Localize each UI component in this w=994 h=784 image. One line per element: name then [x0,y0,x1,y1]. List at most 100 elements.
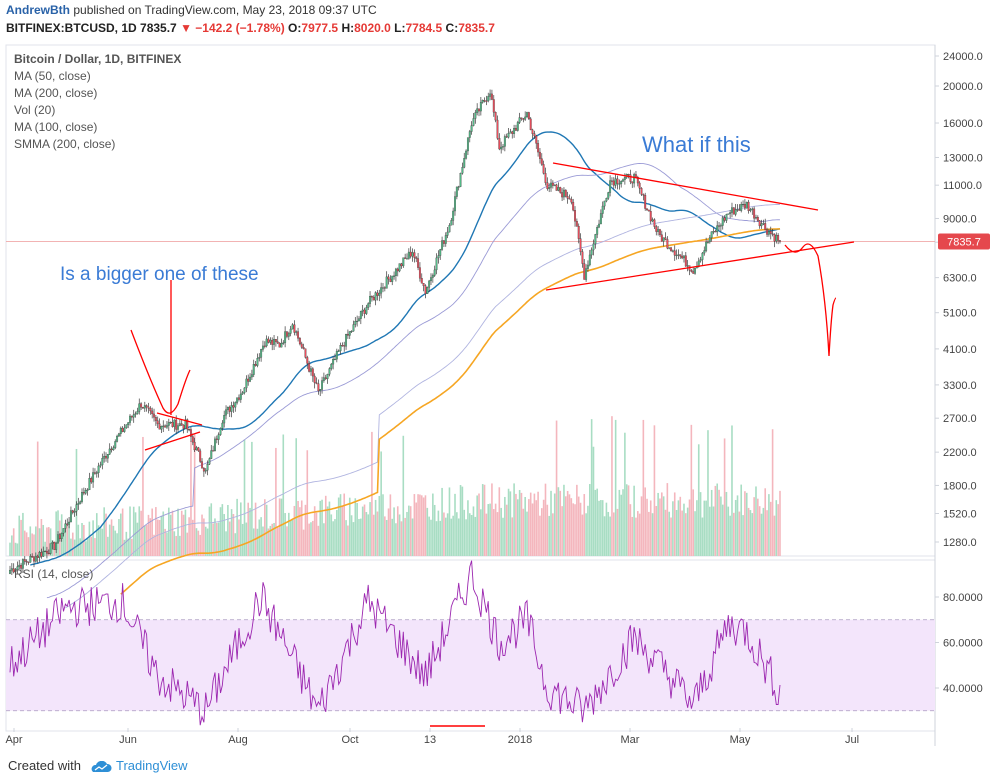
candle[interactable] [507,128,510,139]
candle[interactable] [177,423,179,433]
candle[interactable] [535,134,538,149]
candle[interactable] [201,458,203,469]
candle[interactable] [742,200,745,208]
candle[interactable] [391,275,394,286]
candle[interactable] [734,203,737,217]
candle[interactable] [514,124,517,131]
candle[interactable] [568,194,571,200]
candle[interactable] [675,249,678,260]
candle[interactable] [777,233,780,245]
candle[interactable] [254,361,257,367]
candle[interactable] [598,219,600,229]
candle[interactable] [544,167,547,186]
candle[interactable] [731,202,733,218]
candle[interactable] [21,558,24,574]
candle[interactable] [389,275,392,283]
candle[interactable] [69,506,72,523]
candle[interactable] [561,188,564,201]
candle[interactable] [23,556,26,565]
candle[interactable] [431,273,434,283]
candle[interactable] [718,222,721,230]
candle[interactable] [647,209,650,212]
candle[interactable] [651,217,654,223]
candle[interactable] [12,563,15,574]
candle[interactable] [738,204,741,211]
candle[interactable] [164,424,167,428]
candle[interactable] [214,436,216,452]
candle[interactable] [280,338,283,348]
candle[interactable] [18,560,21,570]
candle[interactable] [300,341,303,349]
candle[interactable] [527,111,530,120]
candle[interactable] [592,239,595,256]
candle[interactable] [631,181,634,188]
candle[interactable] [633,172,636,188]
candle[interactable] [210,444,213,460]
candle[interactable] [771,228,774,237]
candle[interactable] [184,415,187,429]
candle[interactable] [178,419,181,427]
candle[interactable] [461,162,464,175]
candle[interactable] [130,415,133,421]
candle[interactable] [468,129,471,143]
candle[interactable] [751,207,754,215]
candle[interactable] [712,227,715,235]
candle[interactable] [398,263,401,273]
candle[interactable] [677,249,680,260]
candle[interactable] [699,256,702,263]
candle[interactable] [346,329,349,339]
candle[interactable] [145,404,148,412]
candle[interactable] [740,201,743,213]
candle[interactable] [263,341,266,349]
candle[interactable] [603,200,606,210]
candle[interactable] [97,462,100,478]
candle[interactable] [642,193,645,201]
candle[interactable] [570,196,573,205]
candle[interactable] [311,367,314,382]
candle[interactable] [204,468,207,474]
candle[interactable] [358,316,360,322]
candle[interactable] [345,333,348,350]
candle[interactable] [269,337,272,345]
candle[interactable] [108,443,111,455]
candle[interactable] [134,411,137,418]
candle[interactable] [38,550,41,562]
candle[interactable] [400,262,403,269]
candle[interactable] [442,239,445,247]
candle[interactable] [136,407,139,415]
candle[interactable] [557,182,560,192]
candle[interactable] [407,248,410,260]
candle[interactable] [40,548,43,559]
candle[interactable] [594,233,597,249]
candle[interactable] [110,446,113,453]
candle[interactable] [112,445,115,451]
candle[interactable] [169,421,172,424]
candle[interactable] [411,248,414,262]
candle[interactable] [219,427,222,436]
candle[interactable] [553,184,556,187]
candle[interactable] [160,425,163,433]
candle[interactable] [551,180,554,189]
candle[interactable] [140,402,143,411]
candle[interactable] [53,542,56,550]
candle[interactable] [518,112,521,125]
candle[interactable] [424,284,427,299]
candle[interactable] [483,97,486,103]
candle[interactable] [760,219,763,229]
candle[interactable] [422,283,425,292]
candle[interactable] [430,273,432,285]
main-pane[interactable] [5,44,936,557]
candle[interactable] [542,160,545,175]
candle[interactable] [245,375,248,393]
candle[interactable] [732,207,735,215]
candle[interactable] [356,315,359,327]
candle[interactable] [489,89,492,101]
candle[interactable] [335,348,338,363]
candle[interactable] [90,476,93,484]
candle[interactable] [84,487,87,495]
candle[interactable] [775,232,778,244]
candle[interactable] [479,97,482,116]
candle[interactable] [295,330,298,336]
candle[interactable] [382,282,384,293]
candle[interactable] [533,130,536,140]
